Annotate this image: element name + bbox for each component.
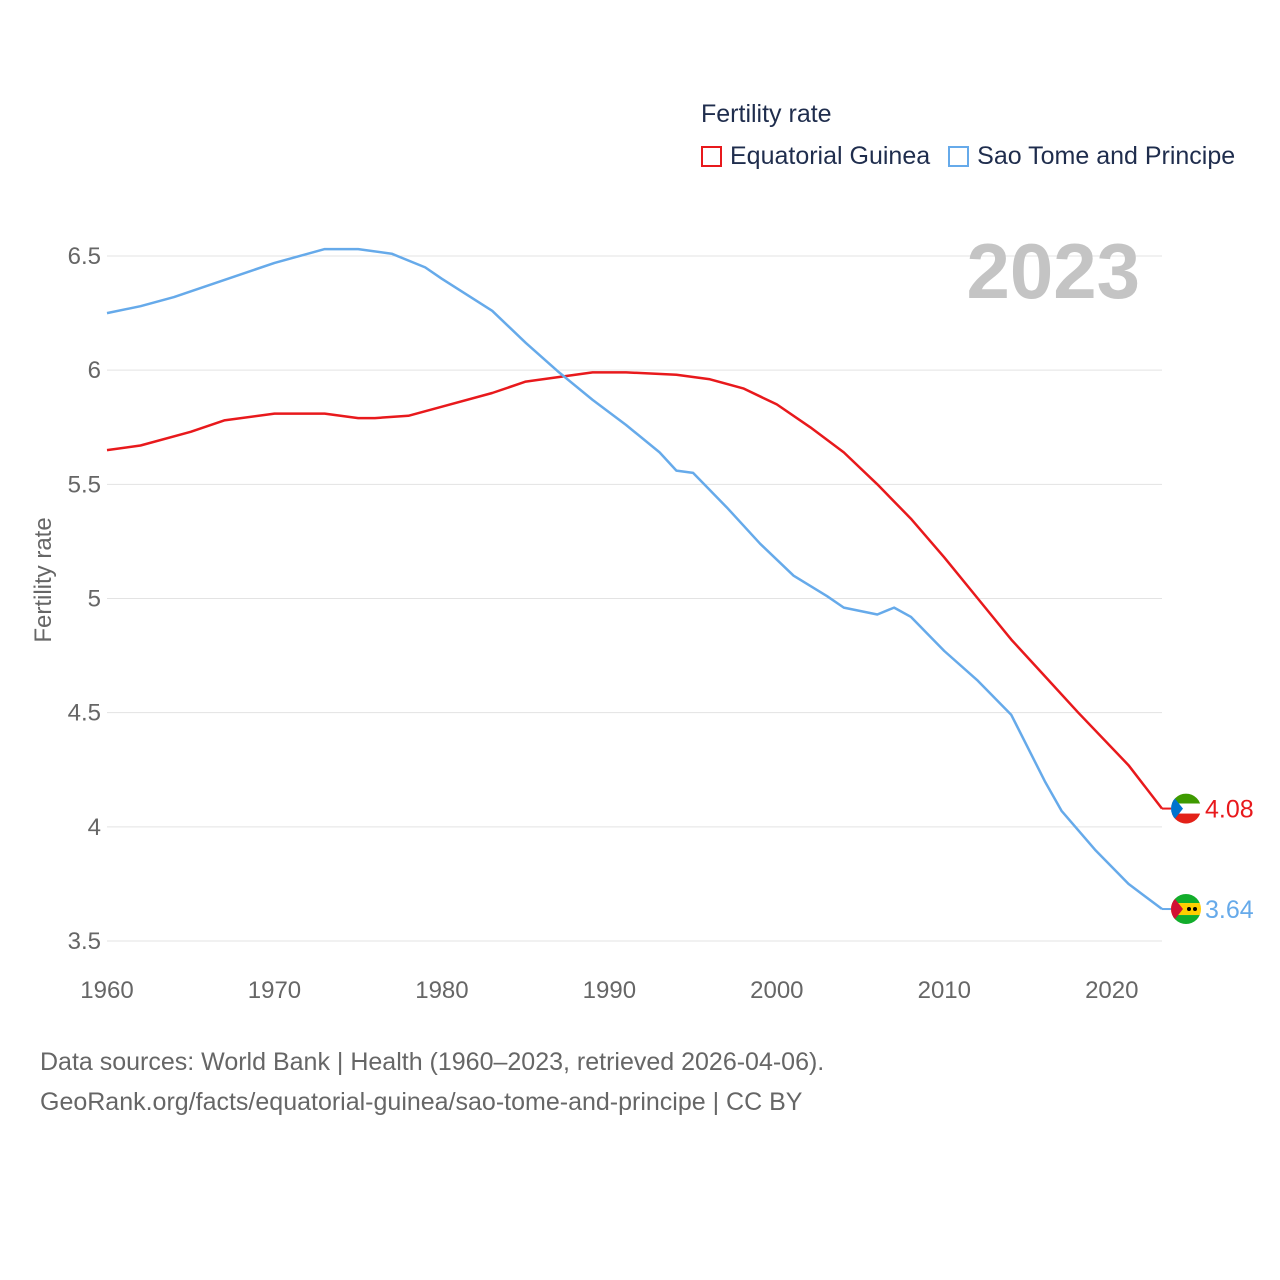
end-value-label: 3.64	[1205, 896, 1254, 924]
x-tick-label: 1980	[415, 977, 468, 1004]
end-value-label: 4.08	[1205, 796, 1254, 824]
x-axis-ticks: 1960 1970 1980 1990 2000 2010 2020	[80, 977, 1138, 1004]
x-tick-label: 2020	[1085, 977, 1138, 1004]
x-tick-label: 1960	[80, 977, 133, 1004]
y-axis-ticks: 3.5 4 4.5 5 5.5 6 6.5	[68, 243, 101, 955]
y-tick-label: 6.5	[68, 243, 101, 270]
y-tick-label: 6	[88, 357, 101, 384]
series-line-1	[106, 247, 1163, 911]
footer: Data sources: World Bank | Health (1960–…	[40, 1042, 824, 1122]
data-source-text: Data sources: World Bank | Health (1960–…	[40, 1048, 825, 1076]
x-tick-label: 2000	[750, 977, 803, 1004]
attribution-link[interactable]: GeoRank.org/facts/equatorial-guinea/sao-…	[40, 1088, 803, 1116]
grid-lines	[107, 255, 1162, 942]
flag-equatorial-guinea-icon	[1171, 793, 1201, 824]
x-tick-label: 1990	[583, 977, 636, 1004]
y-tick-label: 4.5	[68, 700, 101, 727]
legend-swatch-equatorial-guinea	[701, 146, 722, 167]
y-tick-label: 5	[88, 586, 101, 613]
x-tick-label: 1970	[248, 977, 301, 1004]
series-lines	[106, 247, 1163, 911]
series-line-0	[106, 371, 1163, 810]
y-tick-label: 3.5	[68, 928, 101, 955]
legend-swatch-sao-tome	[948, 146, 970, 167]
flag-sao-tome-icon	[1171, 894, 1201, 925]
y-axis-title: Fertility rate	[30, 517, 57, 642]
y-tick-label: 5.5	[68, 471, 101, 498]
legend-label-equatorial-guinea: Equatorial Guinea	[730, 142, 931, 170]
legend-item-equatorial-guinea[interactable]: Equatorial Guinea	[701, 142, 930, 171]
y-tick-label: 4	[88, 814, 101, 841]
end-markers: 4.08 3.64	[1162, 793, 1254, 925]
big-year-label: 2023	[966, 227, 1140, 315]
legend-title: Fertility rate	[701, 100, 832, 128]
legend-item-sao-tome[interactable]: Sao Tome and Principe	[948, 142, 1235, 171]
legend: Equatorial Guinea Sao Tome and Principe	[701, 142, 1253, 171]
x-tick-label: 2010	[918, 977, 971, 1004]
legend-label-sao-tome: Sao Tome and Principe	[977, 142, 1236, 170]
